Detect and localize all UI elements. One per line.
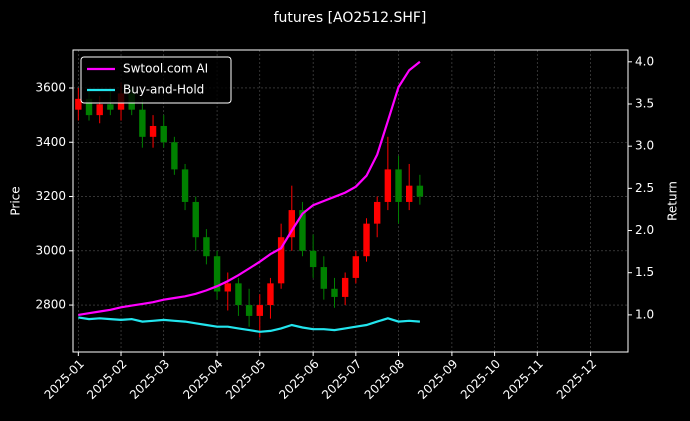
candle-body — [235, 283, 242, 306]
legend-box — [80, 56, 232, 104]
candle-body — [149, 125, 157, 137]
candle-body — [363, 223, 370, 257]
candle-body — [203, 237, 210, 257]
candle-body — [416, 185, 424, 197]
candle-body — [384, 169, 392, 202]
candle-body — [373, 201, 381, 224]
candle-body — [171, 142, 178, 170]
y2-tick-label: 3.0 — [635, 139, 654, 153]
candle-body — [181, 169, 189, 202]
y2-tick-label: 3.5 — [635, 96, 654, 110]
candle-body — [245, 305, 253, 316]
candle-body — [288, 210, 295, 238]
y-tick-label: 3400 — [35, 135, 66, 149]
y2-axis-label: Return — [666, 181, 680, 221]
candle-body — [192, 201, 199, 238]
legend-label: Swtool.com AI — [123, 62, 208, 76]
legend: Swtool.com AI Buy-and-Hold — [80, 56, 232, 104]
candle-body — [107, 104, 114, 110]
candle-body — [139, 109, 146, 137]
candle-body — [267, 283, 274, 306]
candle-body — [352, 256, 360, 278]
candle-body — [299, 210, 306, 251]
line-series — [78, 316, 420, 333]
candle-body — [309, 250, 317, 268]
y2-tick-label: 2.5 — [635, 181, 654, 195]
candle-body — [160, 125, 167, 143]
candle-body — [75, 98, 82, 110]
y-tick-label: 2800 — [35, 298, 66, 312]
line-series — [78, 60, 421, 316]
y2-tick-label: 1.5 — [635, 265, 654, 279]
candle-body — [341, 277, 349, 297]
y2-tick-label: 1.0 — [635, 307, 654, 321]
legend-label: Buy-and-Hold — [123, 83, 204, 97]
y-tick-label: 3000 — [35, 243, 66, 257]
chart-title: futures [AO2512.SHF] — [274, 10, 427, 26]
candle-body — [96, 104, 103, 116]
candle-body — [331, 288, 338, 297]
candle-body — [213, 256, 221, 292]
y2-tick-label: 4.0 — [635, 54, 654, 68]
candle-body — [256, 305, 263, 316]
plot-frame — [72, 49, 629, 353]
candle-body — [277, 237, 285, 284]
y-tick-label: 3600 — [35, 80, 66, 94]
y2-tick-label: 2.0 — [635, 223, 654, 237]
y-axis-label: Price — [9, 186, 23, 215]
candle-body — [320, 267, 328, 289]
candle-body — [395, 169, 402, 202]
candle-body — [224, 283, 231, 292]
candle-body — [85, 98, 93, 116]
y-tick-label: 3200 — [35, 189, 66, 203]
candle-body — [406, 185, 413, 202]
